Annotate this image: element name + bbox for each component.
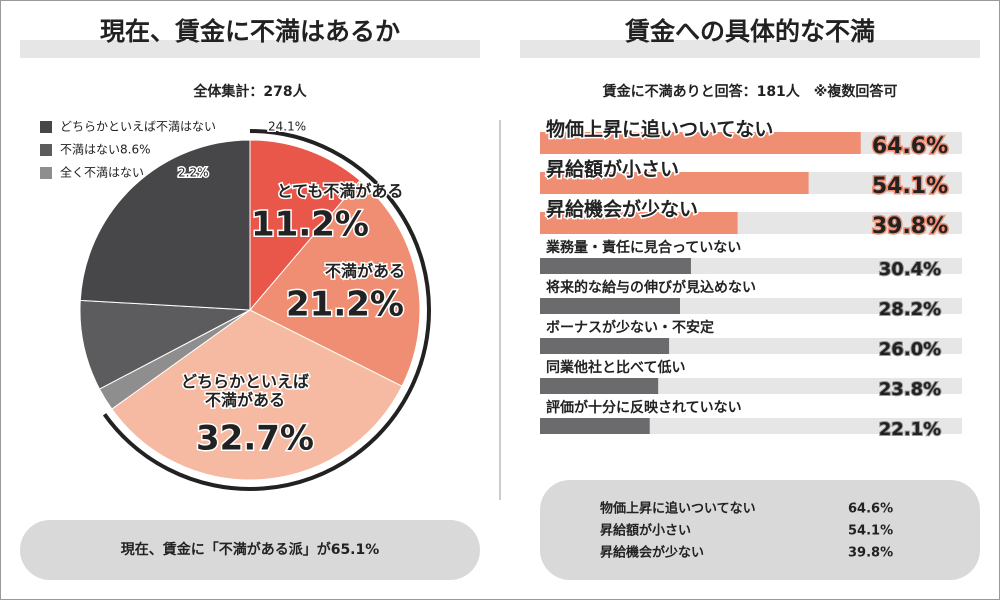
pie-slice xyxy=(79,139,251,311)
legend-swatch xyxy=(40,121,52,133)
bar xyxy=(540,258,691,274)
subtitle: 全体集計：278人 xyxy=(192,83,307,100)
bar-label: 評価が十分に反映されていない xyxy=(546,399,742,416)
bar-value: 30.4% xyxy=(879,259,941,280)
highlight-arc xyxy=(102,129,431,491)
bar-value: 23.8% xyxy=(879,379,941,400)
bar xyxy=(540,298,681,314)
slice-label: 不満がある xyxy=(325,262,405,281)
slice-value: 32.7% xyxy=(196,419,314,459)
legend-value: 24.1% xyxy=(268,120,306,134)
note-box xyxy=(20,520,480,580)
bar xyxy=(540,212,738,234)
summary-label: 物価上昇に追いついてない xyxy=(600,501,756,517)
slice-label: どちらかといえば不満がある xyxy=(181,372,309,409)
bar-label: 昇給機会が少ない xyxy=(546,198,698,221)
summary-box xyxy=(540,480,980,580)
bar xyxy=(540,418,650,434)
summary-value: 54.1% xyxy=(848,524,893,539)
slice-value: 11.2% xyxy=(251,205,369,245)
pie-slice xyxy=(111,309,403,481)
pie-slice xyxy=(249,179,421,387)
chart-title: 現在、賃金に不満はあるか xyxy=(100,17,400,46)
legend-label: 全く不満はない xyxy=(60,165,144,180)
title-band xyxy=(20,40,480,58)
legend-label: どちらかといえば不満はない xyxy=(60,120,216,134)
bar-label: 将来的な給与の伸びが見込めない xyxy=(546,279,756,296)
slice-label: とても不満がある xyxy=(277,182,404,201)
annotation: 現在、賃金に「不満がある派」が65.1% xyxy=(121,541,380,558)
bar-label: ボーナスが少ない・不安定 xyxy=(546,319,714,336)
bar xyxy=(540,338,670,354)
bar-label: 業務量・責任に見合っていない xyxy=(545,239,741,256)
legend-value: 8.6% xyxy=(120,143,151,157)
bar xyxy=(540,378,659,394)
summary-value: 39.8% xyxy=(848,546,893,561)
bar-label: 同業他社と比べて低い xyxy=(546,359,685,376)
bar-value: 39.8% xyxy=(872,214,948,239)
summary-label: 昇給額が小さい xyxy=(600,523,691,539)
legend-swatch xyxy=(40,167,52,179)
title-band xyxy=(520,40,980,58)
bar-value: 28.2% xyxy=(879,299,941,320)
pie-slice xyxy=(249,139,361,312)
legend-label: 不満はない xyxy=(60,143,120,157)
summary-label: 昇給機会が少ない xyxy=(600,545,704,561)
bar-value: 22.1% xyxy=(879,419,941,440)
legend-value: 2.2% xyxy=(178,166,209,180)
bar-label: 物価上昇に追いついてない xyxy=(546,118,773,141)
bar-value: 64.6% xyxy=(872,134,948,159)
bar-value: 54.1% xyxy=(872,174,948,199)
subtitle: 賃金に不満ありと回答：181人 ※複数回答可 xyxy=(602,83,898,100)
legend-swatch xyxy=(40,144,52,156)
chart-title: 賃金への具体的な不満 xyxy=(624,17,875,46)
bar xyxy=(540,172,809,194)
pie-slice xyxy=(79,299,252,390)
bar-label: 昇給額が小さい xyxy=(546,158,679,181)
bar-value: 26.0% xyxy=(879,339,941,360)
bar xyxy=(540,132,861,154)
slice-value: 21.2% xyxy=(286,285,404,325)
summary-value: 64.6% xyxy=(848,502,893,517)
